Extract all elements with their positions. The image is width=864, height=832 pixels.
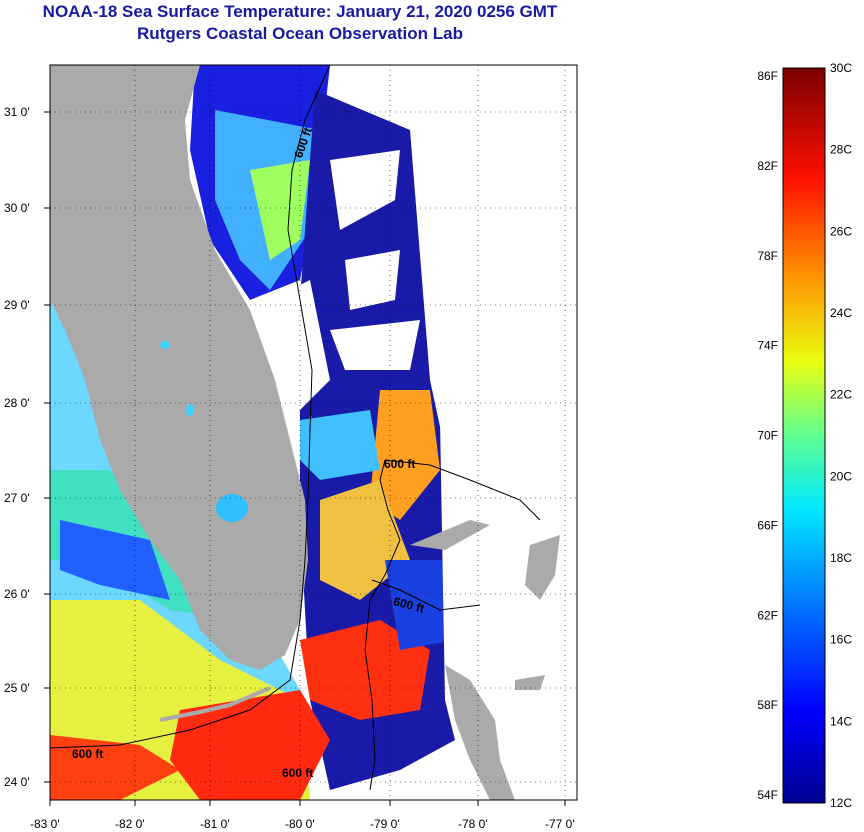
lon-tick-label: -81 0' — [200, 817, 230, 831]
contour-600ft — [50, 65, 331, 749]
lon-tick-label: -79 0' — [370, 817, 400, 831]
map-frame — [49, 64, 578, 801]
contour-label: 600 ft — [72, 747, 103, 761]
colorbar-celsius-label: 26C — [830, 224, 852, 238]
contour-label: 600 ft — [384, 457, 415, 471]
gulf-stream-warm-1 — [370, 390, 440, 520]
small-lake — [186, 404, 194, 416]
gulf-stream-cyan — [300, 410, 380, 480]
gulf-water-cool — [60, 520, 170, 600]
colorbar-fahrenheit-label: 54F — [757, 788, 778, 802]
cloud-patch-1 — [330, 150, 400, 230]
colorbar-fahrenheit-label: 82F — [757, 159, 778, 173]
abaco-land — [525, 535, 560, 600]
bahamas-cloud — [440, 420, 577, 800]
contour-label: 600 ft — [282, 766, 313, 780]
lon-tick-label: -78 0' — [458, 817, 488, 831]
contour-600ft — [384, 459, 541, 521]
colorbar-fahrenheit-label: 86F — [757, 69, 778, 83]
gulf-stream-warm-3 — [300, 620, 430, 720]
lon-tick-label: -77 0' — [545, 817, 575, 831]
colorbar-celsius-label: 22C — [830, 388, 852, 402]
lon-tick-label: -82 0' — [115, 817, 145, 831]
nassau-land — [515, 675, 545, 690]
cloud-patch-3 — [345, 250, 400, 310]
colorbar-fahrenheit-label: 66F — [757, 518, 778, 532]
lake-okeechobee — [216, 494, 248, 522]
grand-bahama-land — [410, 520, 490, 550]
gulf-water-hot — [50, 735, 180, 800]
lat-tick-label: 24 0' — [4, 775, 30, 789]
colorbar-celsius-label: 18C — [830, 551, 852, 565]
colorbar-celsius-label: 14C — [830, 714, 852, 728]
lat-tick-label: 29 0' — [4, 298, 30, 312]
colorbar-fahrenheit-label: 74F — [757, 339, 778, 353]
andros-land — [445, 665, 515, 800]
colorbar-celsius-label: 30C — [830, 61, 852, 75]
gulf-stream-warm-4 — [170, 690, 330, 800]
cloud-patch-4 — [330, 320, 420, 370]
lat-tick-label: 25 0' — [4, 681, 30, 695]
colorbar-fahrenheit-label: 62F — [757, 608, 778, 622]
map-subtitle: Rutgers Coastal Ocean Observation Lab — [137, 24, 463, 43]
small-lake — [160, 341, 170, 349]
contour-600ft — [371, 579, 481, 611]
gulf-stream-cool — [385, 560, 455, 650]
florida-keys — [159, 686, 271, 722]
colorbar-fahrenheit-label: 78F — [757, 249, 778, 263]
florida-land — [50, 65, 308, 670]
colorbar-celsius-label: 20C — [830, 469, 852, 483]
colorbar-celsius-label: 28C — [830, 143, 852, 157]
atlantic-warm-inner — [250, 160, 310, 260]
colorbar-celsius-label: 24C — [830, 306, 852, 320]
lon-tick-label: -80 0' — [285, 817, 315, 831]
lat-tick-label: 31 0' — [4, 105, 30, 119]
colorbar-gradient — [782, 67, 826, 804]
lat-tick-label: 30 0' — [4, 201, 30, 215]
colorbar-fahrenheit-label: 70F — [757, 429, 778, 443]
axis-ticks — [44, 111, 566, 806]
temperature-colorbar: 86F 82F 78F 74F 70F 66F 62F 58F 54F 30C 28C 26C 24C 2… — [757, 61, 852, 810]
contour-600ft — [364, 459, 401, 791]
colorbar-celsius-label: 16C — [830, 633, 852, 647]
colorbar-fahrenheit-label: 58F — [757, 698, 778, 712]
colorbar-celsius-label: 12C — [830, 796, 852, 810]
lat-tick-label: 27 0' — [4, 491, 30, 505]
map-title: NOAA-18 Sea Surface Temperature: January… — [42, 2, 558, 21]
lon-tick-label: -83 0' — [30, 817, 60, 831]
lat-tick-label: 26 0' — [4, 587, 30, 601]
lat-tick-label: 28 0' — [4, 396, 30, 410]
